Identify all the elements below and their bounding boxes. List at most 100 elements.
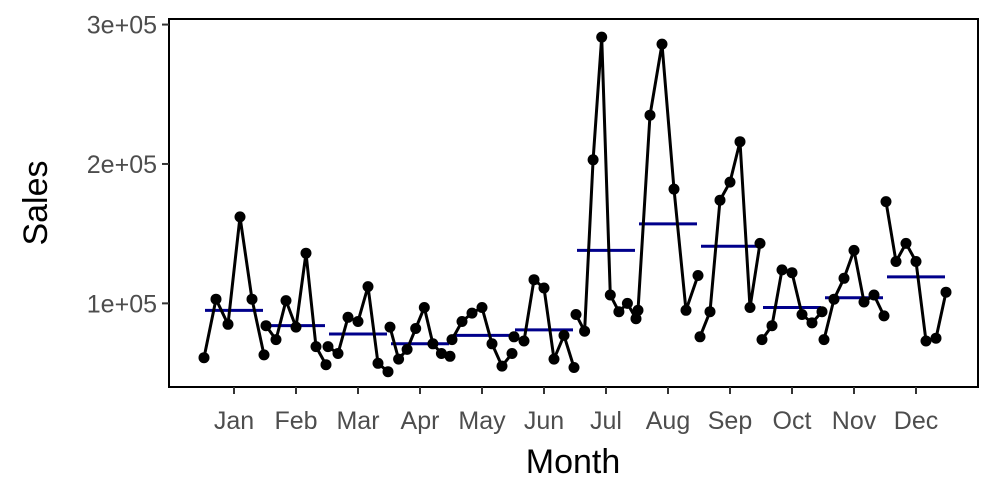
data-point [848,244,860,256]
data-point [704,306,716,318]
data-point [210,293,222,305]
data-point [456,316,468,327]
data-point [621,297,633,309]
data-point [548,353,560,365]
y-tick-label: 1e+05 [87,290,157,318]
data-point [538,282,550,294]
x-tick-label: Aug [646,407,690,435]
data-point [342,311,354,323]
y-tick-label: 2e+05 [87,151,157,179]
data-point [714,194,726,206]
data-point [198,352,210,364]
data-point [754,237,766,249]
data-point [280,295,292,307]
data-point [270,334,282,346]
data-point [486,338,498,350]
data-point [858,296,870,308]
data-point [568,362,580,373]
data-point [372,357,384,369]
x-tick-label: Oct [773,407,812,435]
data-point [234,211,246,223]
x-tick-label: May [458,407,506,435]
data-point [401,343,413,355]
data-point [734,136,746,148]
data-point [579,325,591,337]
data-point [570,309,582,320]
data-point [476,302,488,313]
data-point [596,31,608,43]
data-point [604,289,616,301]
data-point [300,247,312,259]
data-point [322,341,334,353]
x-axis-title: Month [526,443,621,481]
data-point [418,302,430,313]
data-point [724,176,736,188]
data-point [352,316,364,327]
data-point [427,338,439,350]
data-point [694,331,706,343]
data-point [290,321,302,333]
data-point [786,267,798,279]
data-point [444,350,456,362]
x-tick-label: Nov [832,407,877,435]
data-point [776,264,788,276]
data-point [816,306,828,318]
data-point [382,366,394,378]
x-tick-label: Sep [708,407,752,435]
data-point [644,109,656,121]
data-point [410,323,422,334]
data-point [692,270,704,281]
data-point [332,348,344,359]
data-point [587,154,599,166]
data-point [630,313,642,325]
data-point [362,281,374,293]
data-point [766,320,778,332]
y-tick-label: 3e+05 [87,12,157,40]
data-point [828,293,840,305]
data-point [668,183,680,195]
data-point [940,286,952,298]
x-tick-label: Dec [894,407,938,435]
data-point [656,38,668,50]
data-point [756,334,768,346]
data-point [890,256,902,267]
x-tick-label: Jun [524,407,564,435]
data-point [506,348,518,359]
month-series-line [636,42,700,312]
data-point [446,334,458,346]
chart-marks [198,31,952,378]
data-point [528,274,540,286]
data-point [310,341,322,353]
data-point [393,353,405,365]
data-point [496,360,508,372]
data-point [910,256,922,267]
y-axis-title: Sales [17,160,55,245]
data-point [880,196,892,208]
x-tick-label: Jan [214,407,254,435]
data-point [222,318,234,330]
x-tick-label: Jul [590,407,622,435]
x-tick-label: Mar [336,407,379,435]
data-point [878,310,890,322]
data-point [613,306,625,318]
data-point [680,304,692,316]
month-series-line [202,215,266,359]
data-point [384,321,396,333]
data-point [466,307,478,319]
data-point [508,331,520,343]
x-tick-label: Feb [274,407,317,435]
data-point [518,335,530,347]
data-point [558,329,570,341]
data-point [320,359,332,371]
data-point [900,237,912,249]
data-point [258,349,270,361]
data-point [260,320,272,332]
x-tick-label: Apr [401,407,440,435]
data-point [806,317,818,329]
data-point [818,334,830,346]
data-point [744,302,756,313]
data-point [838,272,850,284]
chart-axes: 1e+05 2e+05 3e+05 Jan Feb Mar Apr May Jun Jul Aug S… [87,12,938,435]
